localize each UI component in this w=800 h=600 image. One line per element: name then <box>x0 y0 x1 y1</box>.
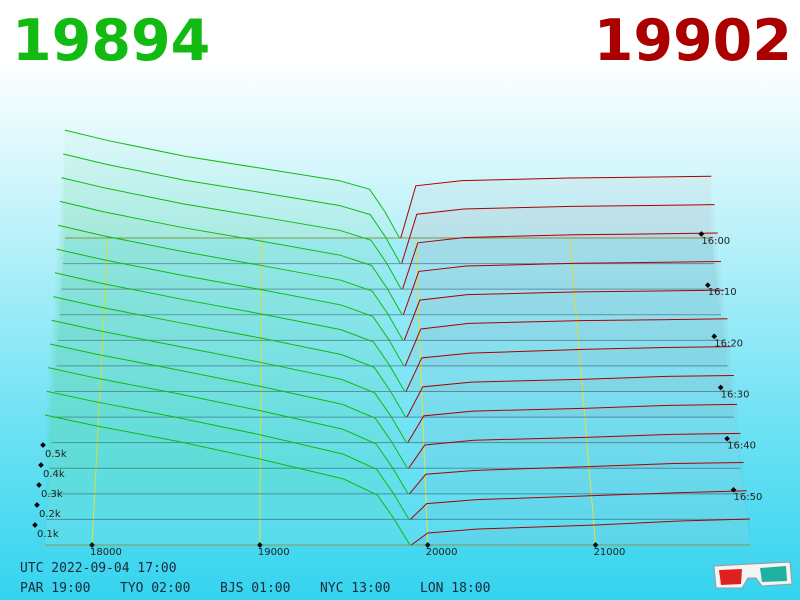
bids-depth-line <box>64 129 400 239</box>
price-grid-line <box>569 237 597 546</box>
depth-tick-marker <box>34 502 40 508</box>
bids-depth-line <box>56 248 405 367</box>
depth-tick-label: 0.5k <box>45 449 67 460</box>
plot-area: 18000 19000 20000 21000 0.1k 0.2k 0.3k 0.4k 0.5k… <box>32 129 763 558</box>
time-tick-marker <box>730 487 737 493</box>
asks-depth-line <box>406 374 734 418</box>
price-tick-marker <box>89 542 95 548</box>
price-tick-marker <box>257 542 263 548</box>
asks-depth-line <box>401 204 715 264</box>
time-tick-marker <box>711 333 718 340</box>
time-tick-marker <box>698 231 705 237</box>
asks-depth-line <box>402 261 722 315</box>
ask-price: 19902 <box>594 8 792 74</box>
depth-tick-marker <box>36 482 42 488</box>
base-plane <box>45 238 750 545</box>
price-tick-marker <box>424 542 431 548</box>
depth-tick-label: 0.4k <box>43 469 65 480</box>
asks-depth-line <box>407 403 738 443</box>
clock-label: BJS 01:00 <box>220 581 290 596</box>
bids-depth-line <box>54 272 406 392</box>
clock-label: NYC 13:00 <box>320 581 390 596</box>
bid-price: 19894 <box>12 8 210 74</box>
time-tick-label: 16:50 <box>734 492 763 503</box>
time-tick-label: 16:10 <box>708 287 737 298</box>
bids-depth-line <box>61 177 402 290</box>
bids-depth-line <box>51 319 407 443</box>
asks-depth-line <box>400 175 712 239</box>
clock-label: LON 18:00 <box>420 581 490 596</box>
price-grid-line <box>415 237 429 546</box>
bids-depth-line <box>53 296 407 418</box>
price-tick-label: 20000 <box>426 547 458 558</box>
price-tick-marker <box>592 542 599 548</box>
bids-depth-line <box>59 200 403 315</box>
asks-depth-line <box>409 462 744 495</box>
bids-depth-line <box>48 367 409 495</box>
time-tick-label: 16:20 <box>714 338 743 349</box>
asks-depth-line <box>410 490 747 520</box>
bids-depth-line <box>49 343 408 469</box>
asks-depth-line <box>404 318 728 367</box>
depth-tick-label: 0.3k <box>41 489 63 500</box>
depth-tick-label: 0.2k <box>39 509 61 520</box>
clock-label: TYO 02:00 <box>120 581 190 596</box>
price-tick-label: 18000 <box>90 547 122 558</box>
clock-label: PAR 19:00 <box>20 581 90 596</box>
asks-depth-line <box>402 232 718 290</box>
price-tick-label: 19000 <box>258 547 290 558</box>
price-grid-line <box>91 237 109 546</box>
depth-tick-marker <box>40 442 46 448</box>
time-tick-marker <box>724 435 730 442</box>
world-clocks: PAR 19:00 TYO 02:00 BJS 01:00 NYC 13:00 LON … <box>20 581 490 596</box>
asks-depth-line <box>408 432 741 469</box>
time-tick-marker <box>717 384 724 391</box>
bids-depth-line <box>46 390 410 520</box>
bids-depth-line <box>63 153 401 264</box>
depth-tick-marker <box>32 522 38 528</box>
time-tick-marker <box>704 282 711 288</box>
asks-depth-line <box>405 346 731 392</box>
asks-depth-line <box>410 518 751 546</box>
time-tick-label: 16:30 <box>721 390 750 401</box>
price-grid-line <box>259 237 263 546</box>
depth-tick-label: 0.1k <box>37 529 59 540</box>
3d-glasses-icon <box>713 561 793 589</box>
price-tick-label: 21000 <box>594 547 626 558</box>
time-tick-label: 16:00 <box>701 236 730 247</box>
bids-depth-line <box>58 224 404 341</box>
time-tick-label: 16:40 <box>727 441 756 452</box>
asks-depth-line <box>403 289 725 341</box>
bids-depth-line <box>44 414 411 546</box>
depth-tick-marker <box>38 462 44 468</box>
utc-time: UTC 2022-09-04 17:00 <box>20 561 177 576</box>
